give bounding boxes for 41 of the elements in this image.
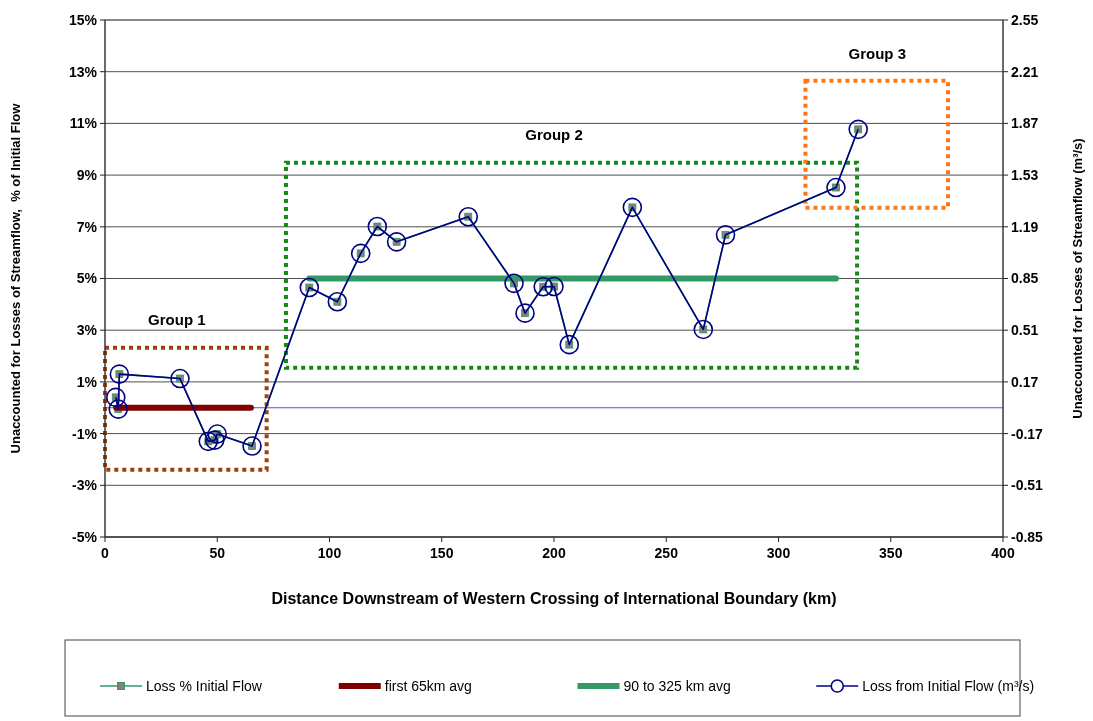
- y2-tick-label: 1.53: [1011, 167, 1039, 183]
- y-tick-label: 7%: [76, 218, 98, 235]
- annotation: Group 3: [848, 44, 907, 62]
- x-tick-label: 250: [654, 545, 679, 561]
- y-tick-label: 9%: [76, 167, 98, 183]
- x-tick-label: 150: [430, 545, 454, 561]
- y-axis-title: Unaccounted for Losses of Streamflow, % of Initial Flow: [8, 102, 23, 454]
- y2-tick-label: -0.51: [1011, 477, 1044, 494]
- annotation: Group 2: [525, 126, 583, 144]
- annotation: Group 1: [148, 311, 206, 329]
- y-tick-label: 5%: [76, 270, 98, 287]
- x-tick-label: 0: [101, 545, 110, 561]
- legend-label: first 65km avg: [384, 677, 472, 694]
- y2-tick-label: -0.85: [1011, 528, 1044, 545]
- y2-axis-title: Unaccounted for Losses of Streamflow (m³/s): [1070, 138, 1085, 419]
- legend-label: Loss from Initial Flow (m³/s): [862, 677, 1035, 694]
- y2-tick-label: 0.17: [1011, 373, 1039, 390]
- y-tick-label: 11%: [69, 115, 98, 132]
- x-tick-label: 100: [317, 545, 342, 561]
- y2-tick-label: 1.87: [1011, 115, 1039, 132]
- y-tick-label: 3%: [76, 322, 98, 339]
- legend-label: 90 to 325 km avg: [623, 677, 731, 694]
- y2-tick-label: -0.17: [1011, 425, 1044, 442]
- y2-tick-label: 2.55: [1011, 11, 1039, 28]
- y2-tick-label: 1.19: [1011, 218, 1039, 235]
- legend-label: Loss % Initial Flow: [146, 677, 263, 694]
- y-tick-label: -5%: [72, 528, 98, 545]
- y2-tick-label: 0.85: [1011, 270, 1039, 287]
- x-axis-title: Distance Downstream of Western Crossing of International Boundary (km): [271, 590, 837, 607]
- y-tick-label: -3%: [72, 477, 98, 494]
- x-tick-label: 400: [991, 545, 1015, 561]
- y-tick-label: -1%: [72, 425, 98, 442]
- y2-tick-label: 2.21: [1011, 63, 1039, 80]
- y2-tick-label: 0.51: [1011, 322, 1039, 339]
- x-tick-label: 50: [209, 545, 226, 561]
- x-tick-label: 200: [542, 545, 566, 561]
- y-tick-label: 13%: [68, 63, 98, 80]
- y-tick-label: 15%: [68, 11, 98, 28]
- x-tick-label: 300: [766, 545, 791, 561]
- y-tick-label: 1%: [76, 373, 98, 390]
- x-tick-label: 350: [879, 545, 903, 561]
